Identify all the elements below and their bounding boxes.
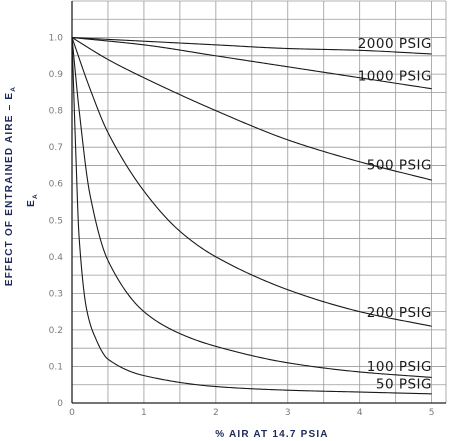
curve-500-psig [71,37,432,181]
x-tick-label: 3 [285,408,291,418]
x-axis-title: % AIR AT 14.7 PSIA [215,429,328,440]
y-tick-label: 0.2 [49,326,63,336]
y-tick-label: 1.0 [49,34,64,44]
curve-label-1000-psig: 1000 PSIG [358,68,432,84]
x-tick-label: 0 [69,408,75,418]
curves [71,37,432,395]
y-axis-title-subscript: A [10,86,17,92]
y-tick-label: 0 [57,399,63,409]
x-tick-label: 5 [429,408,435,418]
y-tick-label: 0.8 [49,107,64,117]
y-axis-symbol-subscript: A [32,193,39,199]
y-tick-label: 0.1 [49,362,63,372]
curve-label-500-psig: 500 PSIG [367,158,432,174]
curve-50-psig [71,37,432,395]
curve-label-200-psig: 200 PSIG [367,305,432,321]
y-axis-title-main: EFFECT OF ENTRAINED AIRE – E [4,92,15,286]
x-tick-label: 1 [141,408,147,418]
grid [71,0,447,404]
y-tick-label: 0.3 [49,289,63,299]
curve-labels: 2000 PSIG 1000 PSIG 500 PSIG 200 PSIG 100 PS… [358,36,432,392]
curve-200-psig [71,37,432,327]
x-tick-label: 2 [213,408,219,418]
x-tick-label: 4 [357,408,363,418]
y-axis-symbol: EA [26,193,39,207]
curve-1000-psig [71,37,432,90]
y-tick-label: 0.9 [49,70,64,80]
y-tick-label: 0.6 [49,180,64,190]
y-axis-title: EFFECT OF ENTRAINED AIRE – EA [4,86,17,286]
curve-label-50-psig: 50 PSIG [376,376,432,392]
y-axis-symbol-main: E [26,199,37,207]
y-tick-label: 0.4 [49,253,64,263]
curve-100-psig [71,37,432,378]
y-tick-labels: 0 0.1 0.2 0.3 0.4 0.5 0.6 0.7 0.8 0.9 1.0 [49,34,64,409]
x-tick-labels: 0 1 2 3 4 5 [69,408,434,418]
y-tick-label: 0.5 [49,216,63,226]
y-tick-label: 0.7 [49,143,63,153]
curve-label-100-psig: 100 PSIG [367,359,432,375]
curve-label-2000-psig: 2000 PSIG [358,36,432,52]
